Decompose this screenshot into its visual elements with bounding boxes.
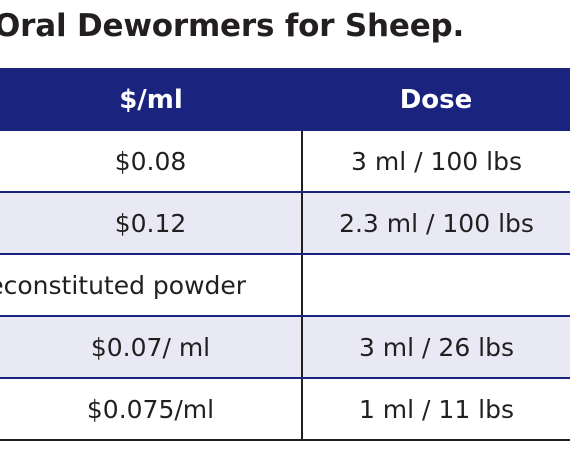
cell-dose: 3 ml / 100 lbs: [302, 131, 570, 193]
cell-price: $0.07/ ml: [0, 316, 303, 379]
dewormer-table-container: $/ml Dose $0.08 3 ml / 100 lbs $0.12 2.3…: [0, 68, 570, 441]
cell-price: Reconstituted powder: [0, 254, 303, 317]
table-title: Oral Dewormers for Sheep.: [0, 8, 465, 44]
cell-price: $0.075/ml: [0, 378, 303, 441]
header-dose: Dose: [302, 68, 570, 131]
cell-dose: 1 ml / 11 lbs: [302, 378, 570, 441]
cell-dose: 2.3 ml / 100 lbs: [302, 192, 570, 255]
cell-price-text: Reconstituted powder: [0, 270, 247, 300]
header-price-per-ml: $/ml: [0, 68, 302, 131]
table-row: $0.08 3 ml / 100 lbs: [0, 131, 570, 193]
table-row: $0.07/ ml 3 ml / 26 lbs: [0, 316, 570, 379]
table-header-row: $/ml Dose: [0, 68, 570, 131]
dewormer-table: $/ml Dose $0.08 3 ml / 100 lbs $0.12 2.3…: [0, 68, 570, 441]
cell-dose: 3 ml / 26 lbs: [302, 316, 570, 379]
cell-dose: [302, 254, 570, 317]
table-row: Reconstituted powder: [0, 254, 570, 317]
table-row: $0.075/ml 1 ml / 11 lbs: [0, 378, 570, 441]
cell-price: $0.12: [0, 192, 303, 255]
table-row: $0.12 2.3 ml / 100 lbs: [0, 192, 570, 255]
cell-price: $0.08: [0, 131, 303, 193]
